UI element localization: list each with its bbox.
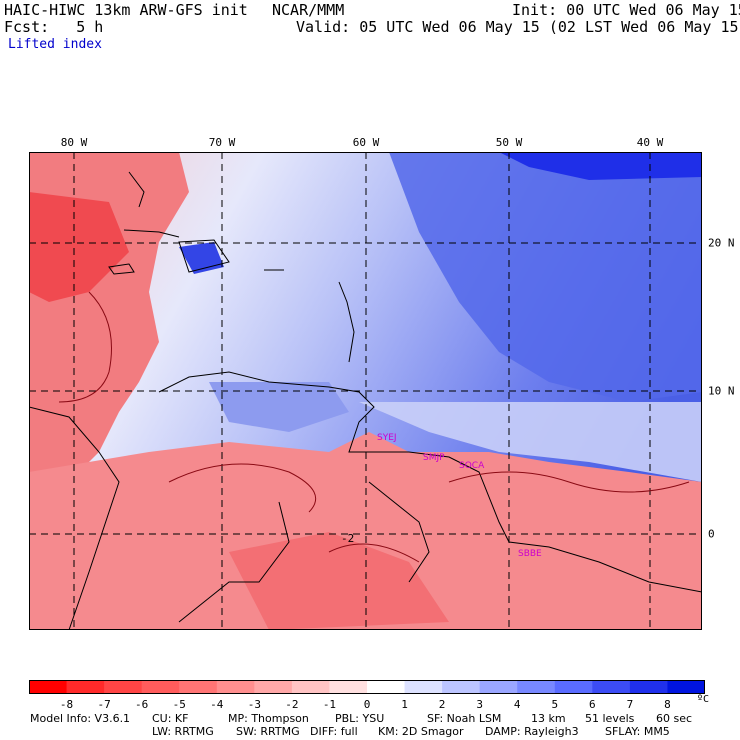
colorbar-swatch: [517, 680, 556, 694]
colorbar-label: 4: [513, 698, 521, 711]
colorbar-label: 6: [589, 698, 596, 711]
colorbar-swatch: [404, 680, 443, 694]
colorbar-label: -2: [285, 698, 299, 711]
pale-band: [359, 402, 702, 482]
lon-label-70w: 70 W: [208, 136, 236, 149]
colorbar: [29, 680, 705, 694]
lon-label-60w: 60 W: [352, 136, 380, 149]
lon-label-50w: 50 W: [495, 136, 523, 149]
colorbar-border: [29, 680, 705, 694]
model-title: HAIC-HIWC 13km ARW-GFS init: [4, 1, 248, 19]
colorbar-swatch: [442, 680, 481, 694]
footer-lw: LW: RRTMG: [152, 725, 214, 738]
colorbar-label: -5: [172, 698, 186, 711]
lat-label-10n: 10 N: [708, 384, 735, 398]
footer-km: KM: 2D Smagor: [378, 725, 464, 738]
max-stability-region: [499, 152, 702, 180]
footer-sw: SW: RRTMG: [236, 725, 300, 738]
lon-label-80w: 80 W: [60, 136, 88, 149]
colorbar-label: 5: [551, 698, 559, 711]
colorbar-unit: ºC: [697, 694, 710, 705]
lat-label-20n: 20 N: [708, 236, 735, 250]
footer-diff: DIFF: full: [310, 725, 358, 738]
footer-sflay: SFLAY: MM5: [605, 725, 670, 738]
colorbar-label: 1: [401, 698, 408, 711]
map-frame: [29, 152, 702, 630]
colorbar-swatch: [179, 680, 218, 694]
blue-patch-venezuela: [209, 382, 349, 432]
colorbar-swatch: [216, 680, 255, 694]
colorbar-swatch: [592, 680, 631, 694]
colorbar-swatch: [479, 680, 518, 694]
colorbar-swatch: [66, 680, 105, 694]
init-time: Init: 00 UTC Wed 06 May 15: [512, 1, 740, 19]
station-soca: SOCA: [459, 461, 485, 471]
colorbar-swatch: [329, 680, 368, 694]
colorbar-swatch: [367, 680, 406, 694]
colorbar-swatch: [291, 680, 330, 694]
station-smjp: SMJP: [423, 453, 445, 463]
lifted-index-map: -2 SYEJ SMJP SOCA SBBE: [29, 152, 702, 630]
colorbar-swatch: [141, 680, 180, 694]
footer-resolution: 13 km: [531, 712, 566, 725]
colorbar-label: 3: [476, 698, 483, 711]
footer-mp: MP: Thompson: [228, 712, 309, 725]
station-syej: SYEJ: [377, 433, 397, 443]
footer-damp: DAMP: Rayleigh3: [485, 725, 579, 738]
footer-timestep: 60 sec: [656, 712, 693, 725]
colorbar-label: -8: [59, 698, 74, 711]
colorbar-label: 0: [363, 698, 371, 711]
colorbar-swatch: [554, 680, 593, 694]
contours: [58, 291, 690, 563]
colorbar-label: 8: [664, 698, 671, 711]
colorbar-swatch: [104, 680, 143, 694]
unstable-patch-south: [229, 532, 449, 630]
org-label: NCAR/MMM: [272, 1, 345, 19]
colorbar-label: -1: [322, 698, 337, 711]
coastlines: [29, 171, 702, 630]
footer-pbl: PBL: YSU: [335, 712, 385, 725]
colorbar-label: 7: [626, 698, 634, 711]
colorbar-swatch: [29, 680, 68, 694]
high-stability-region: [389, 152, 702, 402]
lat-lon-grid: [29, 152, 702, 630]
colorbar-swatch: [254, 680, 293, 694]
colorbar-label: -7: [97, 698, 111, 711]
footer-model-info: Model Info: V3.6.1: [30, 712, 131, 725]
lon-label-40w: 40 W: [636, 136, 664, 149]
footer-sf: SF: Noah LSM: [427, 712, 502, 725]
colorbar-label: -3: [247, 698, 261, 711]
footer-levels: 51 levels: [585, 712, 635, 725]
contour-label: -2: [341, 532, 354, 545]
colorbar-label: 2: [438, 698, 446, 711]
lat-label-0: 0: [708, 527, 715, 541]
unstable-core-west: [29, 192, 129, 302]
colorbar-swatch: [667, 680, 705, 694]
station-sbbe: SBBE: [518, 549, 542, 559]
footer-cu: CU: KF: [152, 712, 189, 725]
field-name: Lifted index: [8, 37, 102, 52]
valid-time: Valid: 05 UTC Wed 06 May 15 (02 LST Wed …: [296, 18, 740, 36]
colorbar-swatch: [629, 680, 668, 694]
colorbar-label: -4: [210, 698, 224, 711]
forecast-hour: Fcst: 5 h: [4, 18, 104, 36]
colorbar-label: -6: [135, 698, 149, 711]
